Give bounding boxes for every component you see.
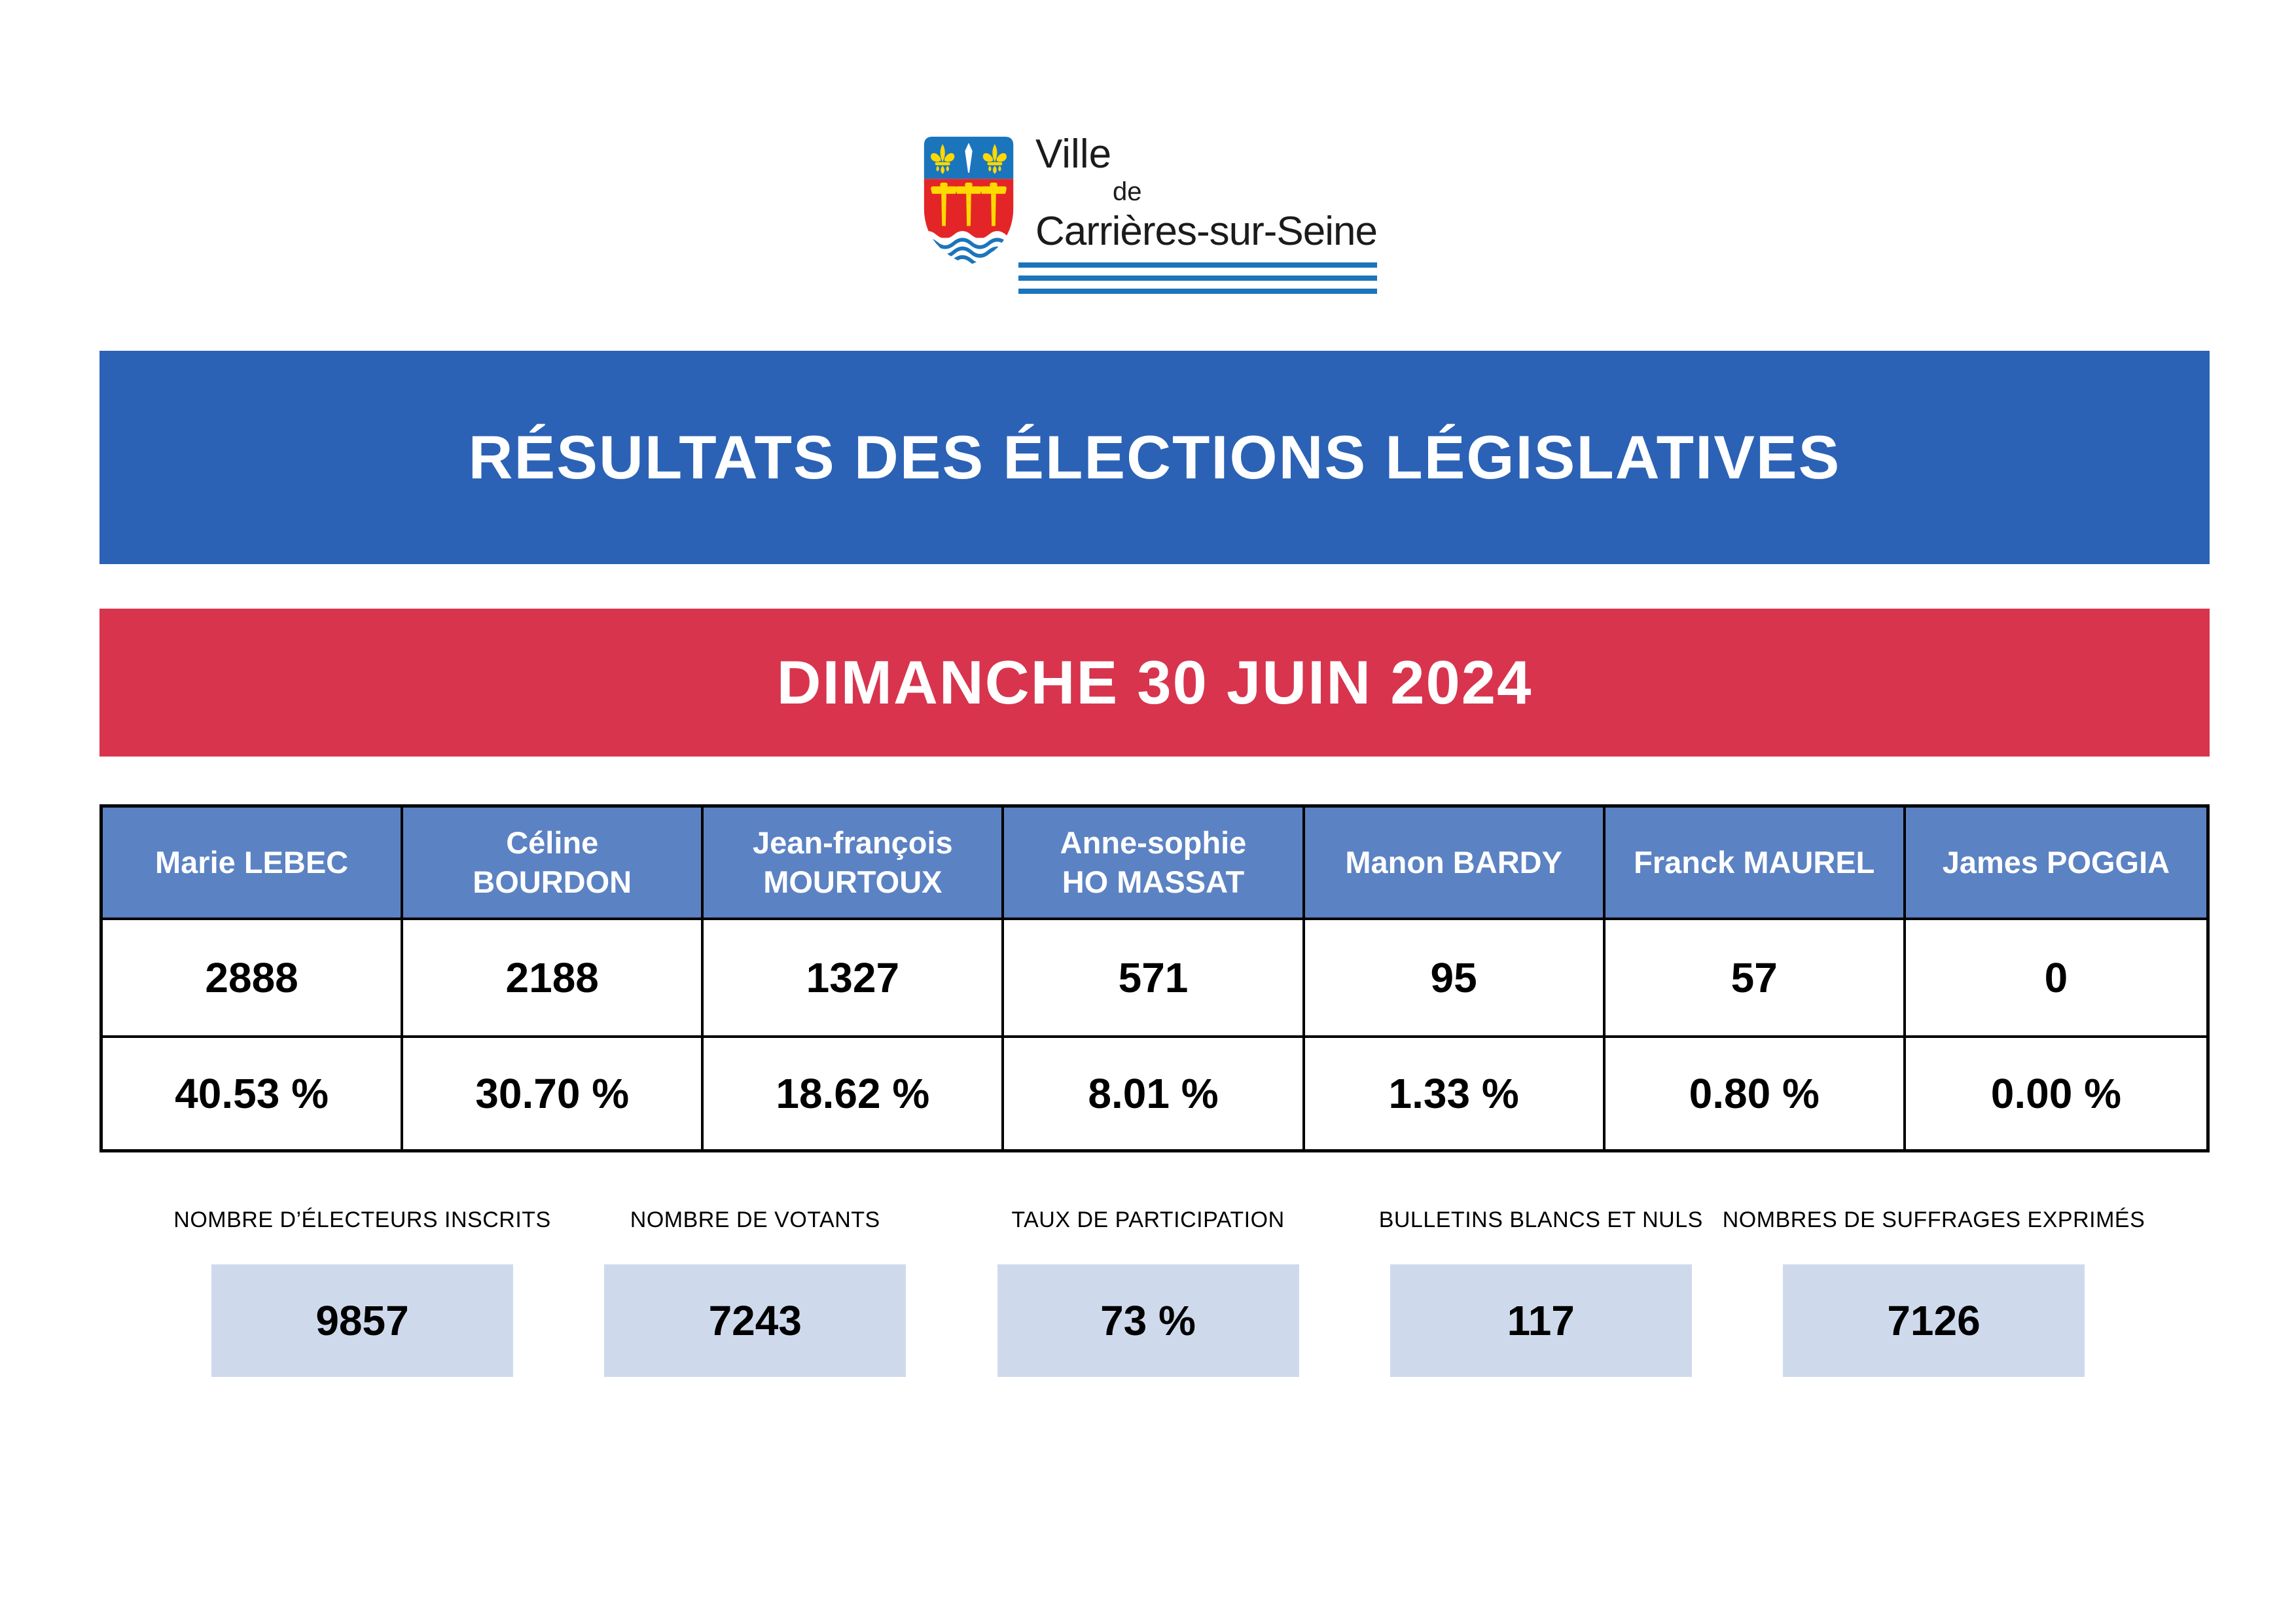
city-logo: Ville de Carrières-sur-Seine bbox=[919, 132, 1378, 294]
results-table: Marie LEBEC Céline BOURDON Jean-françois… bbox=[99, 804, 2210, 1152]
candidate-header-cell: Jean-françois MOURTOUX bbox=[704, 808, 1005, 920]
candidate-header-cell: Céline BOURDON bbox=[403, 808, 704, 920]
candidate-header-cell: Marie LEBEC bbox=[103, 808, 404, 920]
logo-word-de: de bbox=[1113, 177, 1142, 206]
percent-cell: 30.70 % bbox=[403, 1038, 704, 1149]
votes-cell: 1327 bbox=[704, 920, 1005, 1038]
stat-item: BULLETINS BLANCS ET NULS 117 bbox=[1379, 1207, 1702, 1377]
date-banner-text: DIMANCHE 30 JUIN 2024 bbox=[776, 648, 1533, 717]
stat-label: NOMBRE D’ÉLECTEURS INSCRITS bbox=[173, 1207, 551, 1232]
percent-cell: 1.33 % bbox=[1304, 1038, 1605, 1149]
candidate-header-cell: James POGGIA bbox=[1905, 808, 2206, 920]
stat-label: NOMBRES DE SUFFRAGES EXPRIMÉS bbox=[1722, 1207, 2145, 1232]
stat-value-box: 9857 bbox=[211, 1264, 513, 1377]
percent-cell: 8.01 % bbox=[1004, 1038, 1305, 1149]
votes-cell: 2188 bbox=[403, 920, 704, 1038]
stat-item: NOMBRES DE SUFFRAGES EXPRIMÉS 7126 bbox=[1723, 1207, 2145, 1377]
candidate-header-cell: Anne-sophie HO MASSAT bbox=[1004, 808, 1305, 920]
votes-cell: 0 bbox=[1905, 920, 2206, 1038]
date-banner: DIMANCHE 30 JUIN 2024 bbox=[99, 609, 2210, 757]
stat-value-box: 117 bbox=[1390, 1264, 1692, 1377]
stat-value: 7243 bbox=[708, 1297, 802, 1344]
stat-value: 73 % bbox=[1100, 1297, 1196, 1344]
title-banner: RÉSULTATS DES ÉLECTIONS LÉGISLATIVES bbox=[99, 351, 2210, 564]
participation-stats: NOMBRE D’ÉLECTEURS INSCRITS 9857 NOMBRE … bbox=[173, 1207, 2145, 1377]
coat-of-arms-icon bbox=[924, 136, 1014, 266]
stat-item: NOMBRE D’ÉLECTEURS INSCRITS 9857 bbox=[173, 1207, 550, 1377]
percent-cell: 40.53 % bbox=[103, 1038, 404, 1149]
logo-wave-lines-icon bbox=[1018, 262, 1377, 294]
candidate-header-cell: Manon BARDY bbox=[1304, 808, 1605, 920]
stat-value-box: 73 % bbox=[997, 1264, 1299, 1377]
logo-word-ville: Ville bbox=[1035, 132, 1112, 177]
stat-item: TAUX DE PARTICIPATION 73 % bbox=[997, 1207, 1299, 1377]
votes-cell: 571 bbox=[1004, 920, 1305, 1038]
title-banner-text: RÉSULTATS DES ÉLECTIONS LÉGISLATIVES bbox=[468, 423, 1841, 491]
logo-text: Ville de Carrières-sur-Seine bbox=[1018, 132, 1378, 294]
percent-cell: 0.80 % bbox=[1605, 1038, 1906, 1149]
stat-label: BULLETINS BLANCS ET NULS bbox=[1378, 1207, 1703, 1232]
stat-value-box: 7243 bbox=[604, 1264, 906, 1377]
stat-value: 7126 bbox=[1887, 1297, 1981, 1344]
percent-cell: 0.00 % bbox=[1905, 1038, 2206, 1149]
candidate-header-cell: Franck MAUREL bbox=[1605, 808, 1906, 920]
logo-city-name: Carrières-sur-Seine bbox=[1035, 209, 1378, 254]
votes-cell: 95 bbox=[1304, 920, 1605, 1038]
votes-cell: 2888 bbox=[103, 920, 404, 1038]
percent-cell: 18.62 % bbox=[704, 1038, 1005, 1149]
stat-label: NOMBRE DE VOTANTS bbox=[630, 1207, 880, 1232]
votes-cell: 57 bbox=[1605, 920, 1906, 1038]
stat-item: NOMBRE DE VOTANTS 7243 bbox=[604, 1207, 906, 1377]
stat-value: 9857 bbox=[315, 1297, 409, 1344]
stat-value: 117 bbox=[1507, 1297, 1575, 1344]
stat-label: TAUX DE PARTICIPATION bbox=[1011, 1207, 1285, 1232]
stat-value-box: 7126 bbox=[1783, 1264, 2085, 1377]
